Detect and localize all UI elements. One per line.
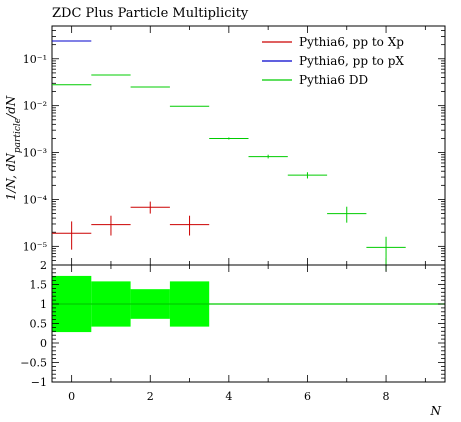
ratio-y-tick-label: 0.5 — [30, 318, 48, 331]
legend-label: Pythia6 DD — [299, 73, 368, 87]
x-tick-label: 8 — [383, 390, 390, 403]
main-y-tick-label: 10⁻² — [23, 100, 47, 113]
legend-label: Pythia6, pp to Xp — [299, 35, 404, 49]
main-series-group — [52, 40, 406, 271]
ratio-y-tick-label: 1 — [40, 298, 47, 311]
ratio-y-tick-labels: −1 −0.5 0 0.5 1 1.5 2 — [20, 259, 47, 389]
ratio-y-tick-label: 0 — [40, 337, 47, 350]
data-point — [91, 215, 131, 236]
ratio-y-tick-label: 1.5 — [30, 279, 48, 292]
main-y-tick-label: 10⁻⁴ — [23, 193, 48, 206]
plot-title: ZDC Plus Particle Multiplicity — [52, 6, 249, 21]
x-tick-label: 6 — [304, 390, 311, 403]
main-plot-panel: 10⁻¹10⁻²10⁻³10⁻⁴10⁻⁵ 1/N, dNparticle/dN … — [4, 25, 446, 271]
y-label-main: 1/N, dN — [4, 153, 18, 201]
legend: Pythia6, pp to Xp Pythia6, pp to pX Pythia… — [262, 35, 404, 87]
data-point — [209, 137, 249, 140]
ratio-plot-panel: −1 −0.5 0 0.5 1 1.5 2 0 2 4 6 8 N — [20, 259, 446, 418]
x-tick-labels: 0 2 4 6 8 — [68, 390, 389, 403]
x-tick-label: 2 — [147, 390, 154, 403]
data-point — [52, 221, 92, 250]
legend-label: Pythia6, pp to pX — [299, 54, 404, 68]
ratio-axis-ticks — [52, 264, 445, 383]
y-label-tail: /dN — [4, 95, 18, 119]
main-y-tick-label: 10⁻¹ — [23, 53, 47, 66]
data-point — [169, 215, 210, 236]
data-point — [248, 154, 288, 159]
main-y-tick-label: 10⁻³ — [23, 147, 47, 160]
data-point — [130, 201, 170, 214]
main-y-axis-label: 1/N, dNparticle/dN — [4, 95, 23, 200]
data-point — [327, 206, 367, 223]
x-tick-label: 4 — [225, 390, 232, 403]
x-axis-label: N — [430, 404, 442, 418]
ratio-y-tick-label: 2 — [40, 259, 47, 272]
data-point — [287, 172, 328, 179]
x-tick-label: 0 — [68, 390, 75, 403]
ratio-y-tick-label: −1 — [31, 376, 47, 389]
ratio-y-tick-label: −0.5 — [20, 357, 47, 370]
main-y-tick-labels: 10⁻¹ 10⁻² 10⁻³ 10⁻⁴ 10⁻⁵ — [23, 53, 48, 254]
main-axis-ticks — [52, 25, 445, 266]
main-y-tick-label: 10⁻⁵ — [23, 240, 47, 253]
y-label-sub: particle — [13, 118, 23, 153]
